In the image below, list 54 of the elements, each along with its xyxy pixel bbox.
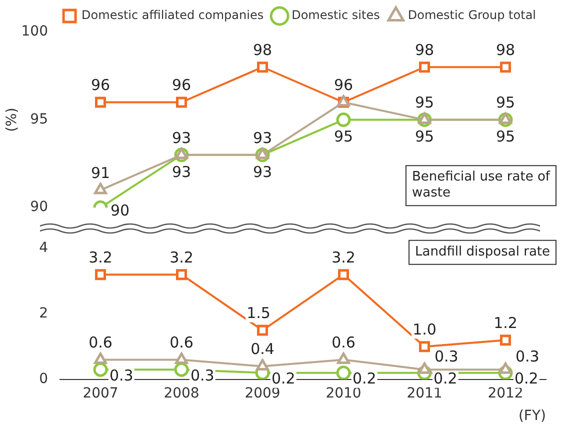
x-tick-label: 2007 [82,385,118,402]
data-label: 0.3 [434,347,458,366]
data-label: 90 [110,201,130,220]
data-label: 0.2 [434,370,458,388]
y-tick-label: 100 [21,24,48,40]
x-tick-label: 2011 [406,385,442,402]
y-tick-label: 0 [39,371,48,388]
x-axis-title: (FY) [518,408,546,424]
data-label: 98 [414,41,434,60]
data-label: 93 [172,128,192,147]
data-label: 95 [334,128,354,146]
data-label: 96 [90,76,110,94]
data-label: 1.5 [246,304,270,322]
data-label: 3.2 [170,248,194,266]
data-label: 98 [252,41,272,60]
data-label: 98 [496,41,516,60]
legend-label: Domestic sites [292,8,380,22]
data-label: 0.2 [272,370,296,388]
annotation: Beneficial use rate of waste [412,169,550,200]
data-label: 3.2 [88,248,112,266]
data-label: 0.6 [332,334,356,352]
x-tick-label: 2010 [326,385,362,402]
y-tick-label: 2 [39,306,48,322]
data-label: 95 [496,128,516,146]
data-label: 95 [414,128,434,146]
data-label: 0.3 [516,347,540,366]
data-label: 96 [172,76,192,94]
data-label: 0.3 [190,366,214,384]
y-tick-label: 90 [30,199,48,216]
data-label: 96 [334,76,354,94]
y-tick-label: 4 [39,240,48,256]
data-label: 95 [496,94,516,112]
data-label: 93 [172,162,192,181]
x-tick-label: 2012 [488,385,524,402]
data-label: 1.0 [412,320,436,339]
data-label: 1.2 [494,314,518,332]
data-label: 0.6 [170,334,194,352]
data-label: 95 [414,94,434,112]
data-label: 93 [252,128,272,147]
data-label: 93 [252,162,272,181]
legend-label: Domestic affiliated companies [82,8,264,22]
data-label: 0.3 [110,366,134,384]
y-axis-title: (%) [4,108,20,132]
data-label: 0.4 [250,340,274,358]
data-label: 91 [90,164,110,182]
x-tick-label: 2009 [244,385,280,402]
annotation: Landfill disposal rate [415,244,550,260]
y-tick-label: 95 [30,111,48,128]
data-label: 0.2 [352,370,376,388]
x-tick-label: 2008 [164,385,200,402]
data-label: 0.2 [514,370,538,388]
data-label: 3.2 [332,248,356,266]
data-label: 0.6 [88,334,112,352]
legend-label: Domestic Group total [408,8,536,22]
